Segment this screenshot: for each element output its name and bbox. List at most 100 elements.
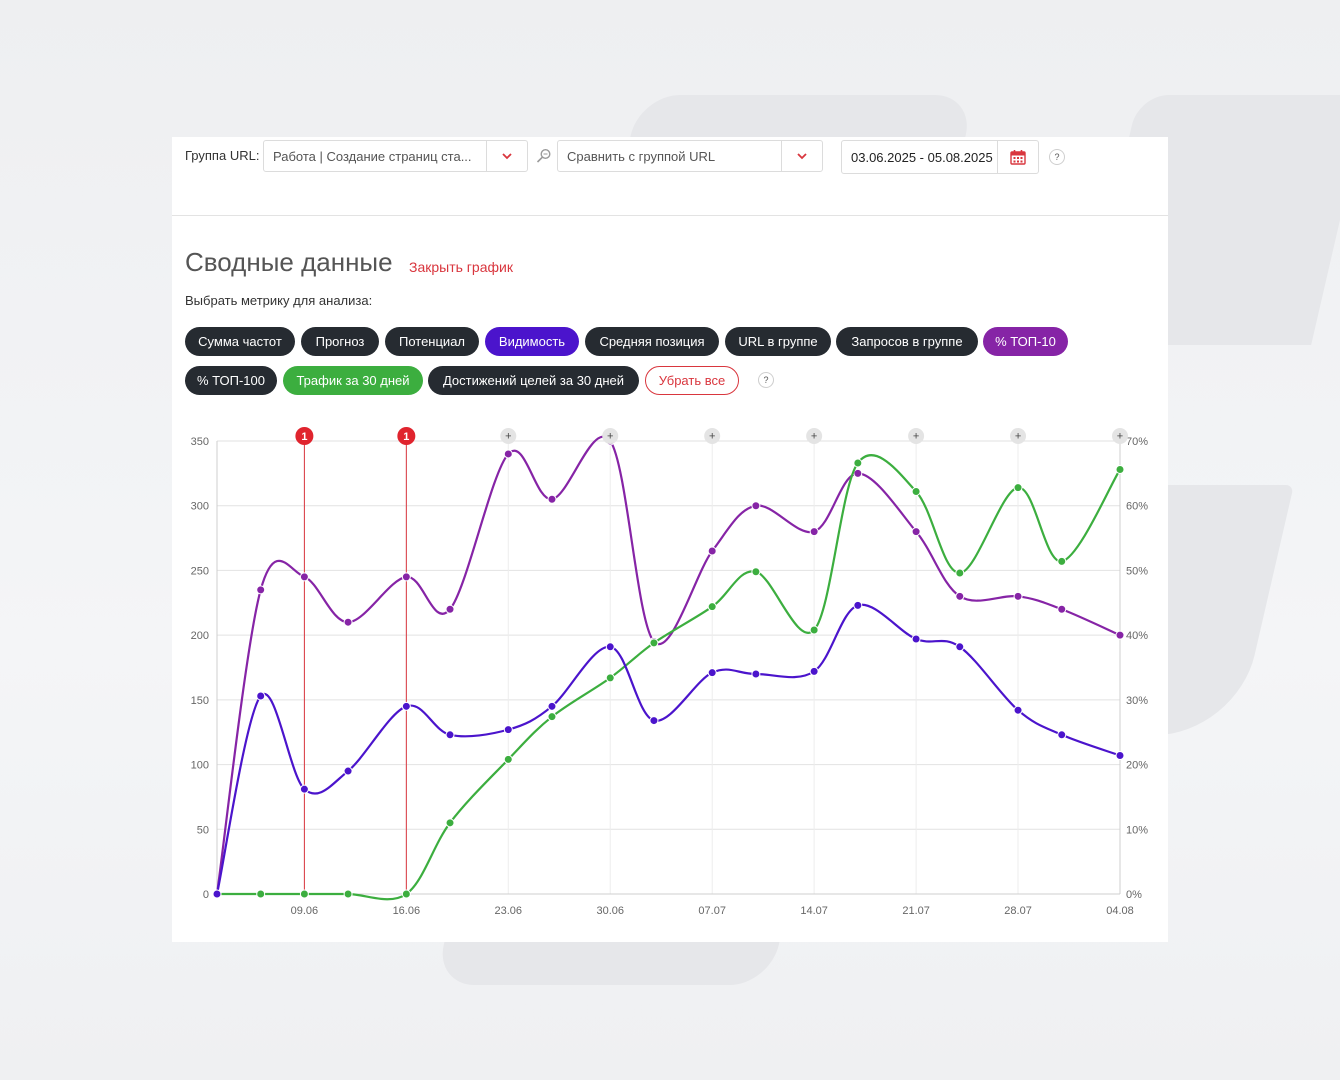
y-tick-right: 30% xyxy=(1126,695,1148,707)
date-range-value: 03.06.2025 - 05.08.2025 xyxy=(851,150,993,165)
data-point xyxy=(299,889,309,899)
add-annotation-button[interactable]: + xyxy=(1010,428,1027,444)
data-point xyxy=(649,638,659,648)
data-point xyxy=(649,716,659,726)
add-marker-label: + xyxy=(505,431,511,443)
plus-icon xyxy=(806,428,823,444)
help-icon[interactable]: ? xyxy=(1049,149,1065,165)
summary-line-chart: 0 0% 50 10% 100 20% 150 30% 200 40% 250 50% 300 60% 35… xyxy=(191,427,1148,917)
x-tick-label: 09.06 xyxy=(291,905,319,917)
data-point xyxy=(911,486,921,496)
calendar-icon[interactable] xyxy=(997,141,1038,173)
y-tick-left: 0 xyxy=(203,889,209,901)
data-point xyxy=(547,712,557,722)
data-point xyxy=(445,604,455,614)
metric-pill-forecast[interactable]: Прогноз xyxy=(301,327,379,356)
event-marker-label: 1 xyxy=(301,431,307,443)
data-point xyxy=(955,591,965,601)
add-annotation-button[interactable]: + xyxy=(704,428,721,444)
help-icon[interactable]: ? xyxy=(758,372,774,388)
metric-pill-avg-position[interactable]: Средняя позиция xyxy=(585,327,719,356)
plus-icon xyxy=(602,428,619,444)
y-tick-right: 0% xyxy=(1126,889,1142,901)
y-tick-left: 250 xyxy=(191,565,209,577)
data-point xyxy=(1013,483,1023,493)
data-point xyxy=(445,730,455,740)
data-point xyxy=(911,527,921,537)
metric-pill-urls-in-group[interactable]: URL в группе xyxy=(725,327,831,356)
data-point xyxy=(853,468,863,478)
plus-icon xyxy=(908,428,925,444)
data-point xyxy=(911,634,921,644)
y-tick-right: 50% xyxy=(1126,565,1148,577)
x-tick-label: 28.07 xyxy=(1004,905,1032,917)
data-point xyxy=(503,725,513,735)
y-tick-left: 150 xyxy=(191,695,209,707)
data-point xyxy=(751,567,761,577)
event-marker-label: 1 xyxy=(403,431,409,443)
data-point xyxy=(605,673,615,683)
chevron-down-icon[interactable] xyxy=(781,141,822,171)
clear-all-button[interactable]: Убрать все xyxy=(645,366,739,395)
y-tick-right: 40% xyxy=(1126,630,1148,642)
data-point xyxy=(401,701,411,711)
data-point xyxy=(547,701,557,711)
add-annotation-button[interactable]: + xyxy=(602,428,619,444)
x-tick-label: 30.06 xyxy=(596,905,624,917)
date-range-picker[interactable]: 03.06.2025 - 05.08.2025 xyxy=(841,140,1039,174)
data-point xyxy=(445,818,455,828)
metric-pill-sum-frequency[interactable]: Сумма частот xyxy=(185,327,295,356)
compare-group-select[interactable]: Сравнить с группой URL xyxy=(557,140,823,172)
y-tick-right: 70% xyxy=(1126,436,1148,448)
event-marker-circle xyxy=(295,427,314,445)
y-tick-left: 100 xyxy=(191,760,209,772)
data-point xyxy=(299,784,309,794)
metric-pill-traffic-30d[interactable]: Трафик за 30 дней xyxy=(283,366,423,395)
data-point xyxy=(1057,556,1067,566)
data-point xyxy=(1057,730,1067,740)
metric-pill-queries-in-group[interactable]: Запросов в группе xyxy=(836,327,978,356)
event-marker[interactable]: 1 xyxy=(397,427,416,445)
data-point xyxy=(1115,751,1125,761)
series-line xyxy=(217,454,1121,901)
data-point xyxy=(343,889,353,899)
data-point xyxy=(1115,630,1125,640)
x-tick-label: 04.08 xyxy=(1106,905,1134,917)
data-point xyxy=(707,602,717,612)
y-tick-right: 60% xyxy=(1126,501,1148,513)
plus-icon xyxy=(704,428,721,444)
metric-pill-top100[interactable]: % ТОП-100 xyxy=(185,366,277,395)
url-group-label: Группа URL: xyxy=(185,148,260,163)
metric-pill-potential[interactable]: Потенциал xyxy=(385,327,479,356)
add-annotation-button[interactable]: + xyxy=(908,428,925,444)
add-marker-label: + xyxy=(913,431,919,443)
data-point xyxy=(343,617,353,627)
y-tick-left: 300 xyxy=(191,501,209,513)
x-tick-label: 23.06 xyxy=(495,905,523,917)
close-chart-link[interactable]: Закрыть график xyxy=(409,259,513,275)
data-point xyxy=(299,572,309,582)
divider xyxy=(172,215,1168,216)
metric-pill-visibility[interactable]: Видимость xyxy=(485,327,579,356)
data-point xyxy=(1013,705,1023,715)
data-point xyxy=(547,494,557,504)
url-group-select[interactable]: Работа | Создание страниц ста... xyxy=(263,140,528,172)
add-annotation-button[interactable]: + xyxy=(806,428,823,444)
metric-pill-goals-30d[interactable]: Достижений целей за 30 дней xyxy=(428,366,639,395)
x-tick-label: 16.06 xyxy=(393,905,421,917)
add-marker-label: + xyxy=(1117,431,1123,443)
add-annotation-button[interactable]: + xyxy=(1112,428,1128,444)
x-tick-label: 21.07 xyxy=(902,905,930,917)
url-group-value: Работа | Создание страниц ста... xyxy=(273,149,472,164)
data-point xyxy=(503,754,513,764)
add-annotation-button[interactable]: + xyxy=(500,428,517,444)
data-point xyxy=(955,568,965,578)
data-point xyxy=(1057,604,1067,614)
data-point xyxy=(256,585,266,595)
metric-pill-top10[interactable]: % ТОП-10 xyxy=(983,327,1068,356)
data-point xyxy=(809,666,819,676)
event-marker[interactable]: 1 xyxy=(295,427,314,445)
data-point xyxy=(751,669,761,679)
x-tick-label: 07.07 xyxy=(698,905,726,917)
chevron-down-icon[interactable] xyxy=(486,141,527,171)
